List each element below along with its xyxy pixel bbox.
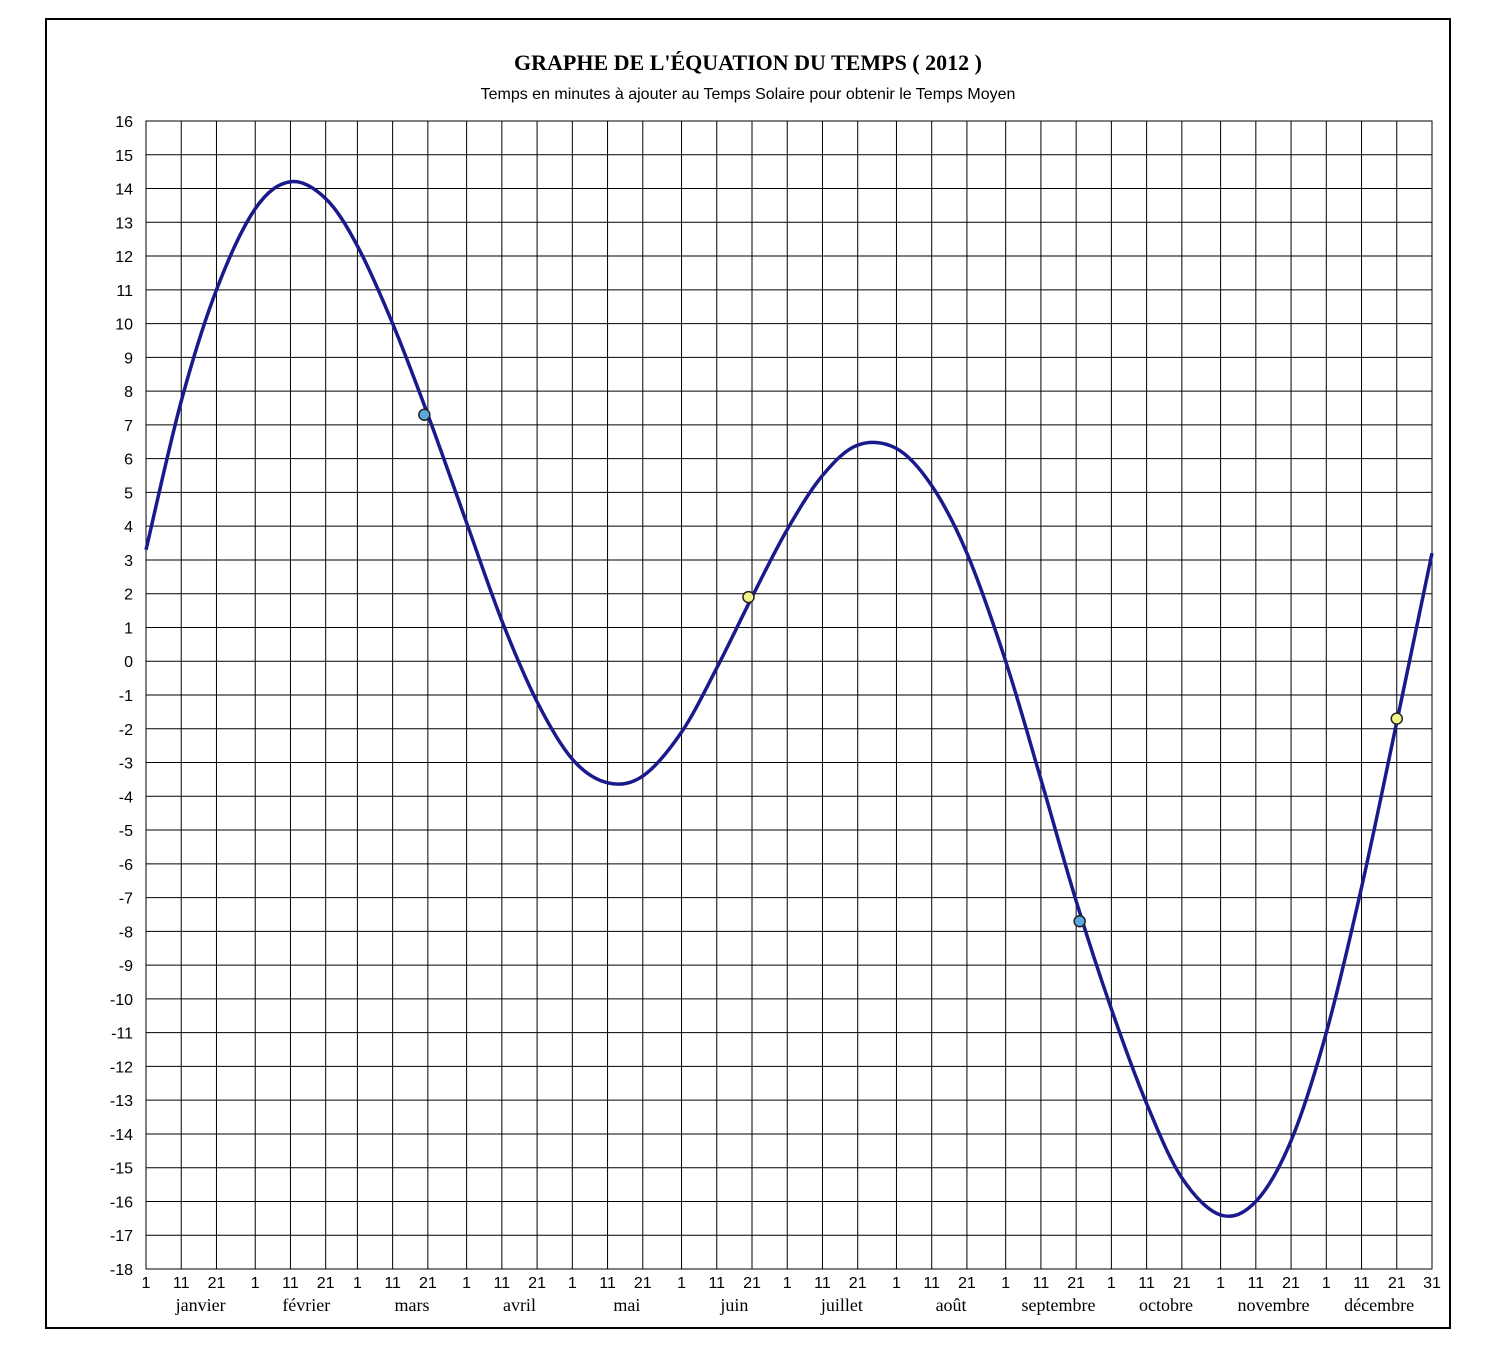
y-tick-label: 12 xyxy=(115,249,133,266)
month-labels: janvier février mars avril mai juin juillet aoû… xyxy=(175,1295,1415,1315)
x-tick-label: 11 xyxy=(1353,1275,1370,1292)
x-tick-label: 21 xyxy=(958,1275,976,1292)
y-tick-label: -6 xyxy=(119,857,133,874)
y-tick-label: -18 xyxy=(110,1262,133,1279)
x-tick-label: 1 xyxy=(568,1275,577,1292)
chart-frame xyxy=(45,18,1451,1329)
x-tick-label: 11 xyxy=(1138,1275,1155,1292)
x-tick-label: 1 xyxy=(892,1275,901,1292)
y-tick-label: -14 xyxy=(110,1127,133,1144)
x-tick-label: 21 xyxy=(317,1275,335,1292)
x-tick-label: 1 xyxy=(462,1275,471,1292)
y-tick-label: 7 xyxy=(124,418,133,435)
month-label: mars xyxy=(395,1295,430,1315)
month-label: juillet xyxy=(820,1295,863,1315)
x-tick-label: 1 xyxy=(353,1275,362,1292)
x-tick-label: 11 xyxy=(1033,1275,1050,1292)
y-tick-label: -10 xyxy=(110,992,133,1009)
x-tick-label: 11 xyxy=(173,1275,190,1292)
x-tick-label: 21 xyxy=(419,1275,437,1292)
y-tick-label: -3 xyxy=(119,756,133,773)
month-label: septembre xyxy=(1022,1295,1096,1315)
month-label: novembre xyxy=(1237,1295,1309,1315)
y-tick-label: -8 xyxy=(119,924,133,941)
chart-title: GRAPHE DE L'ÉQUATION DU TEMPS ( 2012 ) xyxy=(514,50,982,75)
x-tick-label: 11 xyxy=(814,1275,831,1292)
x-tick-label: 21 xyxy=(528,1275,546,1292)
x-tick-label: 21 xyxy=(1388,1275,1406,1292)
y-tick-label: 16 xyxy=(115,114,133,131)
y-tick-label: 10 xyxy=(115,317,133,334)
x-tick-label: 21 xyxy=(1282,1275,1300,1292)
marker-layer xyxy=(418,408,1404,928)
y-tick-label: -2 xyxy=(119,722,133,739)
x-tick-label: 11 xyxy=(599,1275,616,1292)
y-tick-label: 15 xyxy=(115,148,133,165)
y-tick-label: -4 xyxy=(119,789,133,806)
data-point-marker xyxy=(418,408,431,422)
y-tick-label: 13 xyxy=(115,215,133,232)
equation-of-time-curve xyxy=(144,179,1434,1219)
y-tick-label: 11 xyxy=(116,283,133,300)
x-tick-label: 21 xyxy=(1067,1275,1085,1292)
y-tick-label: 4 xyxy=(124,519,133,536)
y-tick-label: -1 xyxy=(119,688,133,705)
x-tick-label: 1 xyxy=(251,1275,260,1292)
data-point-marker xyxy=(1073,914,1086,928)
x-tick-label: 11 xyxy=(1248,1275,1265,1292)
month-label: avril xyxy=(503,1295,536,1315)
y-tick-label: -5 xyxy=(119,823,133,840)
month-label: juin xyxy=(719,1295,748,1315)
x-tick-label: 1 xyxy=(783,1275,792,1292)
x-tick-label: 1 xyxy=(1322,1275,1331,1292)
y-axis-ticks: 161514131211109876543210-1-2-3-4-5-6-7-8… xyxy=(110,114,133,1279)
x-tick-label: 1 xyxy=(142,1275,151,1292)
y-tick-label: 2 xyxy=(124,587,133,604)
x-tick-label: 1 xyxy=(1107,1275,1116,1292)
x-tick-label: 11 xyxy=(494,1275,511,1292)
x-tick-label: 11 xyxy=(923,1275,940,1292)
y-tick-label: -17 xyxy=(110,1228,133,1245)
y-tick-label: -11 xyxy=(111,1026,133,1043)
series-layer xyxy=(144,179,1434,1219)
x-tick-label: 31 xyxy=(1423,1275,1441,1292)
x-tick-label: 1 xyxy=(1216,1275,1225,1292)
x-tick-label: 1 xyxy=(1001,1275,1010,1292)
grid xyxy=(145,120,1433,1270)
month-label: décembre xyxy=(1344,1295,1414,1315)
y-tick-label: 14 xyxy=(115,182,133,199)
x-tick-label: 21 xyxy=(634,1275,652,1292)
y-tick-label: 8 xyxy=(124,384,133,401)
y-tick-label: -12 xyxy=(110,1059,133,1076)
month-label: octobre xyxy=(1139,1295,1193,1315)
y-tick-label: 3 xyxy=(124,553,133,570)
y-tick-label: -15 xyxy=(110,1161,133,1178)
x-axis-ticks: 1 11 21 1 11 21 1 11 21 1 11 21 1 11 21 1 11 21 1 11 21 1 11 21… xyxy=(142,1275,1441,1292)
y-tick-label: 9 xyxy=(124,350,133,367)
x-tick-label: 11 xyxy=(384,1275,401,1292)
y-tick-label: 0 xyxy=(124,654,133,671)
x-tick-label: 11 xyxy=(282,1275,299,1292)
x-tick-label: 11 xyxy=(708,1275,725,1292)
x-tick-label: 21 xyxy=(208,1275,226,1292)
y-tick-label: 5 xyxy=(124,485,133,502)
x-tick-label: 1 xyxy=(677,1275,686,1292)
month-label: février xyxy=(282,1295,330,1315)
y-tick-label: -13 xyxy=(110,1093,133,1110)
y-tick-label: 1 xyxy=(124,620,133,637)
data-point-marker xyxy=(742,590,755,604)
x-tick-label: 21 xyxy=(849,1275,867,1292)
x-tick-label: 21 xyxy=(1173,1275,1191,1292)
chart-subtitle: Temps en minutes à ajouter au Temps Sola… xyxy=(480,86,1016,103)
y-tick-label: -9 xyxy=(119,958,133,975)
y-tick-label: 6 xyxy=(124,452,133,469)
y-tick-label: -16 xyxy=(110,1194,133,1211)
month-label: janvier xyxy=(175,1295,226,1315)
x-tick-label: 21 xyxy=(743,1275,761,1292)
month-label: août xyxy=(936,1295,967,1315)
month-label: mai xyxy=(613,1295,640,1315)
y-tick-label: -7 xyxy=(119,891,133,908)
data-point-marker xyxy=(1390,712,1404,725)
